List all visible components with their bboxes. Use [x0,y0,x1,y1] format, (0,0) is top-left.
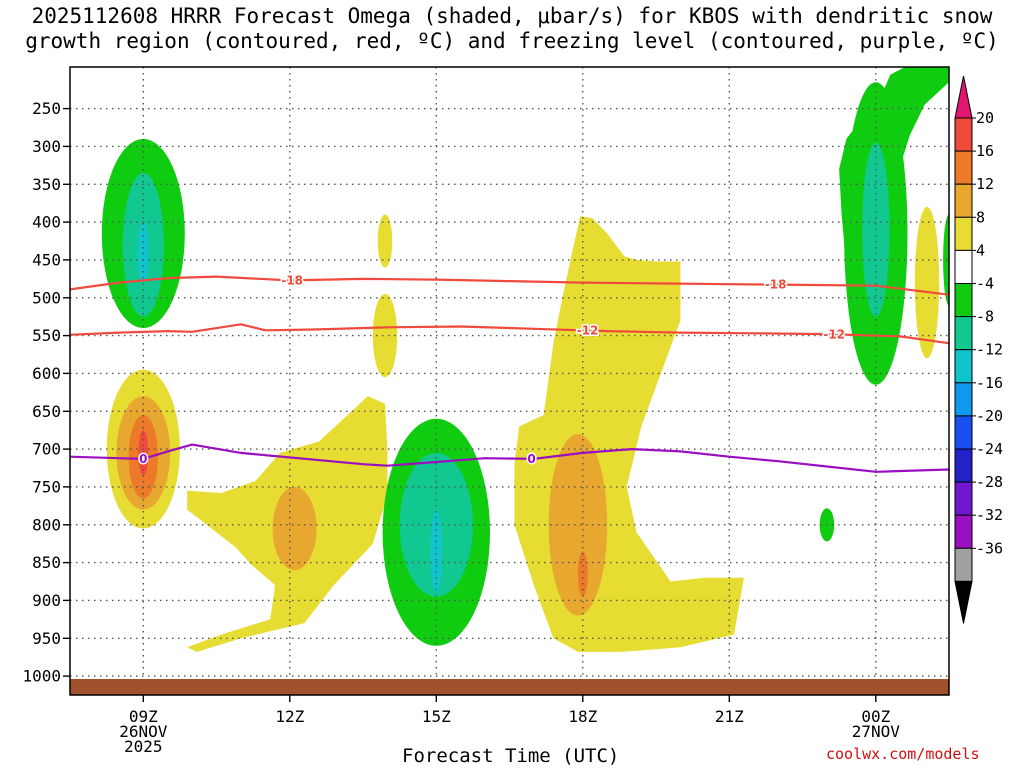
chart-title: 2025112608 HRRR Forecast Omega (shaded, … [0,4,1024,54]
y-tick-label-350: 350 [32,175,61,194]
title-line-1: 2025112608 HRRR Forecast Omega (shaded, … [31,4,993,28]
colorbar-swatch-13 [954,547,973,582]
contour-label-dgz-minus-12: -12 [577,324,599,338]
x-tick-label-00Z-1: 27NOV [852,722,901,741]
colorbar-label-4: 4 [976,241,985,259]
y-tick-label-450: 450 [32,250,61,269]
colorbar-label--12: -12 [976,341,1003,359]
contour-dgz-minus-18 [70,275,949,296]
colorbar-swatch-3 [954,216,973,251]
y-tick-label-950: 950 [32,629,61,648]
colorbar-label--32: -32 [976,506,1003,524]
colorbar-label--4: -4 [976,275,994,293]
x-tick-label-18Z-0: 18Z [568,707,597,726]
y-tick-label-250: 250 [32,99,61,118]
y-axis: 250 300 350 400 450 500 550 600 650 700 750 800 850 9… [22,99,70,686]
colorbar-label--20: -20 [976,407,1003,425]
colorbar-swatch-7 [954,349,973,384]
y-tick-label-600: 600 [32,364,61,383]
y-tick-label-400: 400 [32,213,61,232]
x-tick-label-09Z-1: 26NOV [119,722,168,741]
y-tick-label-650: 650 [32,402,61,421]
y-tick-label-300: 300 [32,137,61,156]
contour-dgz-minus-12 [70,323,949,345]
omega-region-ascent-0900-peak [137,222,150,283]
colorbar-swatch-8 [954,382,973,417]
colorbar-label--16: -16 [976,374,1003,392]
colorbar-label-20: 20 [976,109,994,127]
y-tick-label-750: 750 [32,477,61,496]
x-tick-label-15Z-0: 15Z [422,707,451,726]
x-axis-title: Forecast Time (UTC) [402,745,620,767]
x-tick-label-00Z-0: 00Z [861,707,890,726]
omega-region-subsidence-0100 [914,206,940,359]
grid-lines [70,67,949,695]
x-tick-label-21Z-0: 21Z [715,707,744,726]
colorbar-label--8: -8 [976,308,994,326]
omega-region-ascent-1500-peak [430,509,443,593]
colorbar-swatch-0 [954,117,973,152]
colorbar: 20 16 12 8 4 -4 -8 -12 -16 -20 -24 -28 -32 -36 [954,75,1003,624]
x-tick-label-12Z-0: 12Z [275,707,304,726]
y-tick-label-850: 850 [32,553,61,572]
y-tick-label-800: 800 [32,515,61,534]
colorbar-swatch-10 [954,448,973,483]
colorbar-label--36: -36 [976,539,1003,557]
contour-label-dgz-minus-12: -12 [823,327,845,341]
colorbar-swatch-12 [954,514,973,549]
contour-label-freezing-level: 0 [527,452,535,466]
omega-region-subsidence-1400-b [372,294,398,378]
colorbar-swatch-9 [954,415,973,450]
y-tick-label-500: 500 [32,288,61,307]
y-tick-label-900: 900 [32,591,61,610]
y-tick-label-700: 700 [32,440,61,459]
colorbar-label--24: -24 [976,440,1003,458]
source-credit[interactable]: coolwx.com/models [826,745,980,763]
colorbar-label-12: 12 [976,175,994,193]
omega-region-subsidence-1200-mid [272,486,317,571]
x-tick-label-09Z-0: 09Z [129,707,158,726]
plot-frame [69,66,950,696]
colorbar-swatch-11 [954,481,973,516]
colorbar-swatch-1 [954,150,973,185]
colorbar-top-arrow [954,75,973,119]
contour-label-freezing-level: 0 [139,452,147,466]
omega-region-subsidence-1800-mid [548,434,608,616]
colorbar-label--28: -28 [976,473,1003,491]
colorbar-swatch-2 [954,183,973,218]
y-tick-label-550: 550 [32,326,61,345]
colorbar-swatch-6 [954,316,973,351]
colorbar-bottom-arrow [954,580,973,624]
omega-region-subsidence-1400-a [377,214,393,268]
contour-freezing-level [70,443,949,473]
contour-lines: -18 -18 -12 -12 0 0 [70,272,949,473]
omega-region-subsidence-0900-peak [138,430,149,476]
y-tick-label-1000: 1000 [22,667,61,686]
contour-label-dgz-minus-18: -18 [281,273,303,287]
x-tick-label-09Z-2: 2025 [124,737,163,756]
colorbar-label-8: 8 [976,208,985,226]
colorbar-label-16: 16 [976,142,994,160]
colorbar-swatch-4 [954,249,973,284]
contour-label-dgz-minus-18: -18 [765,278,787,292]
title-line-2: growth region (contoured, red, ºC) and f… [25,29,999,53]
ground-strip [70,679,949,695]
omega-shading [101,67,949,652]
colorbar-swatch-5 [954,283,973,318]
